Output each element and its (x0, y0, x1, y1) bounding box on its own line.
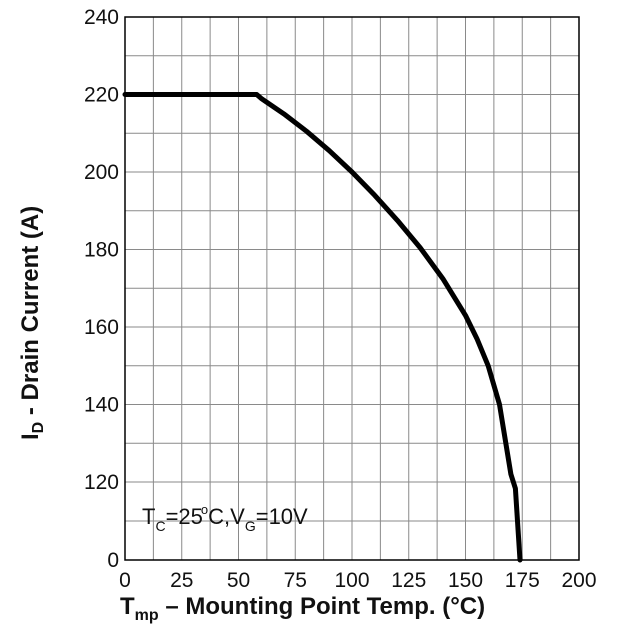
y-tick-label: 0 (107, 549, 119, 572)
grid-lines (124, 16, 580, 560)
series-line (122, 92, 523, 563)
x-tick-label: 100 (334, 569, 369, 592)
y-axis-title: ID - Drain Current (A) (17, 206, 47, 440)
x-tick-label: 50 (227, 569, 250, 592)
x-tick-label: 200 (561, 569, 596, 592)
y-tick-label: 200 (84, 161, 119, 184)
y-tick-label: 220 (84, 84, 119, 107)
y-tick-label: 140 (84, 394, 119, 417)
x-tick-label: 125 (391, 569, 426, 592)
y-tick-label: 120 (84, 471, 119, 494)
y-tick-label: 180 (84, 239, 119, 262)
x-axis-title: Tmp – Mounting Point Temp. (°C) (120, 593, 485, 624)
plot-frame (124, 16, 580, 561)
y-tick-label: 240 (84, 6, 119, 29)
y-tick-label: 160 (84, 316, 119, 339)
annotation-condition: TC=25oC,VG=10V (142, 502, 308, 534)
tick-labels: 0 25 50 75 100 125 150 175 200 0 120 140 160 180 200 22… (84, 6, 597, 592)
x-tick-label: 0 (119, 569, 131, 592)
x-tick-label: 175 (505, 569, 540, 592)
x-tick-label: 25 (170, 569, 193, 592)
x-tick-label: 150 (448, 569, 483, 592)
x-tick-label: 75 (284, 569, 307, 592)
